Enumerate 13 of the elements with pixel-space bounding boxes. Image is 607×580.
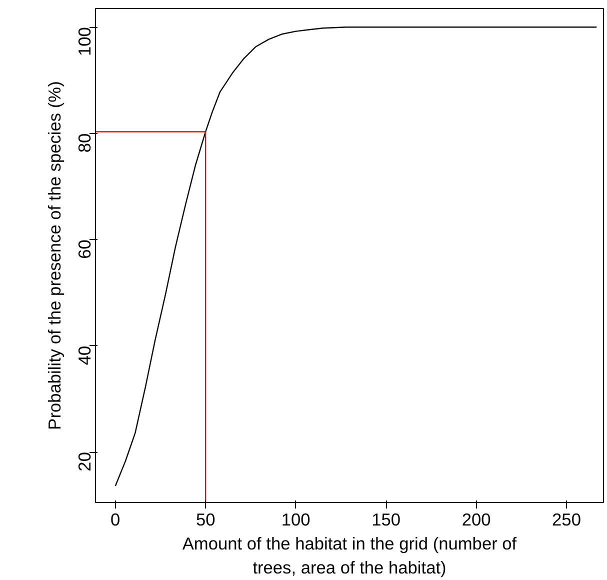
x-tick-label: 200 [462,510,491,530]
y-tick-label: 60 [74,240,94,259]
y-axis-title: Probability of the presence of the species (%) [44,81,64,430]
x-axis-title: Amount of the habitat in the grid (number of trees, area of the habitat) [182,534,517,578]
x-tick-label: 100 [281,510,310,530]
x-tick-label: 0 [110,510,120,530]
x-tick-label: 250 [552,510,581,530]
y-tick-label: 100 [74,27,94,56]
y-tick-label: 80 [74,133,94,153]
x-tick-label: 150 [372,510,401,530]
y-tick-label: 40 [74,346,94,366]
y-tick-label: 20 [74,452,94,472]
x-tick-label: 50 [196,510,216,530]
